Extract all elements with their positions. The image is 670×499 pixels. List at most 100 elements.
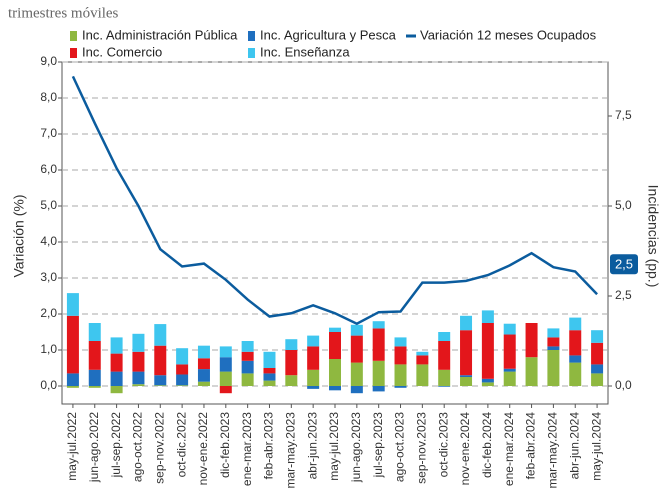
x-tick-label: feb-abr.2023 bbox=[262, 412, 276, 480]
bar bbox=[88, 369, 101, 386]
x-tick-label: abr-jun.2024 bbox=[567, 412, 581, 480]
x-tick-label: ago-oct.2022 bbox=[131, 412, 145, 482]
bar bbox=[569, 362, 582, 386]
y2-axis-title: Incidencias (pp.) bbox=[645, 185, 661, 288]
bar bbox=[569, 355, 582, 363]
legend-label: Inc. Administración Pública bbox=[82, 27, 238, 42]
bar bbox=[372, 321, 385, 329]
legend-swatch bbox=[248, 48, 255, 58]
bar bbox=[438, 369, 451, 386]
bar bbox=[285, 375, 298, 386]
bar bbox=[263, 368, 276, 374]
x-tick-label: jun-ago.2023 bbox=[349, 412, 363, 483]
bar bbox=[132, 351, 145, 372]
legend-swatch bbox=[70, 48, 77, 58]
bar bbox=[66, 373, 79, 386]
bar bbox=[285, 350, 298, 376]
bar bbox=[176, 364, 189, 375]
bar bbox=[503, 371, 516, 386]
bar bbox=[241, 351, 254, 361]
bar bbox=[350, 324, 363, 336]
bar bbox=[481, 310, 494, 323]
bar bbox=[307, 369, 320, 386]
bar bbox=[219, 386, 232, 394]
legend-label: Inc. Comercio bbox=[82, 44, 162, 59]
x-tick-label: nov-ene.2022 bbox=[196, 412, 210, 486]
x-tick-label: oct-dic.2023 bbox=[436, 412, 450, 478]
bar bbox=[263, 373, 276, 381]
bar bbox=[66, 315, 79, 374]
bar bbox=[350, 362, 363, 386]
bar bbox=[66, 386, 79, 388]
legend-label: Inc. Enseñanza bbox=[260, 44, 350, 59]
bar bbox=[176, 348, 189, 365]
x-tick-label: may-jul.2022 bbox=[65, 412, 79, 481]
y-tick-label: 8,0 bbox=[40, 90, 57, 104]
bar bbox=[263, 380, 276, 386]
y-tick-label: 9,0 bbox=[40, 54, 57, 68]
y-tick-label: 4,0 bbox=[40, 234, 57, 248]
bar bbox=[416, 364, 429, 386]
bar bbox=[547, 346, 560, 350]
bar bbox=[241, 360, 254, 374]
x-tick-label: oct-dic.2022 bbox=[174, 412, 188, 478]
bar bbox=[285, 339, 298, 350]
bar bbox=[329, 386, 341, 391]
bar bbox=[88, 386, 101, 388]
x-tick-label: jul-sep.2022 bbox=[109, 412, 123, 479]
bar bbox=[329, 359, 341, 386]
y-tick-label: 3,0 bbox=[40, 270, 57, 284]
y-tick-label: 7,0 bbox=[40, 126, 57, 140]
y2-tick-label: 5,0 bbox=[615, 198, 632, 212]
legend-label: Inc. Agricultura y Pesca bbox=[260, 27, 397, 42]
legend-swatch bbox=[248, 31, 255, 41]
bar bbox=[307, 335, 320, 347]
bar bbox=[329, 332, 341, 359]
y-tick-label: 1,0 bbox=[40, 342, 57, 356]
bar bbox=[154, 324, 167, 346]
line bbox=[71, 75, 598, 326]
x-tick-label: mar-may.2024 bbox=[546, 412, 560, 489]
bar bbox=[591, 373, 604, 386]
bar bbox=[197, 369, 210, 382]
bar bbox=[591, 342, 604, 365]
bar bbox=[460, 315, 473, 331]
bar bbox=[372, 328, 385, 361]
bar bbox=[176, 385, 189, 386]
bar bbox=[154, 375, 167, 386]
bar bbox=[394, 364, 407, 386]
bar bbox=[394, 386, 407, 388]
x-tick-label: may-jul.2024 bbox=[589, 412, 603, 481]
bar bbox=[460, 375, 473, 377]
y2-tick-label: 7,5 bbox=[615, 108, 632, 122]
bar bbox=[219, 346, 232, 358]
bar bbox=[88, 341, 101, 370]
x-tick-label: ene-mar.2023 bbox=[240, 412, 254, 486]
bar bbox=[154, 345, 167, 376]
bar bbox=[503, 323, 516, 335]
bar bbox=[66, 293, 79, 316]
bar bbox=[394, 337, 407, 347]
bar bbox=[547, 337, 560, 347]
y2-tick-label: 0,0 bbox=[615, 378, 632, 392]
bar bbox=[132, 384, 145, 386]
x-tick-label: ago-oct.2023 bbox=[393, 412, 407, 482]
bar bbox=[525, 323, 538, 358]
annotation: 2,5 bbox=[615, 257, 633, 272]
bar bbox=[219, 371, 232, 386]
bar bbox=[110, 371, 123, 386]
x-tick-label: jun-ago.2022 bbox=[87, 412, 101, 483]
bar bbox=[481, 382, 494, 386]
bar bbox=[416, 351, 429, 356]
bar bbox=[241, 341, 254, 352]
x-tick-label: feb-abr.2024 bbox=[524, 412, 538, 480]
bar bbox=[197, 358, 210, 370]
bar bbox=[88, 323, 101, 341]
legend-swatch bbox=[70, 31, 77, 41]
bar bbox=[329, 327, 341, 332]
bar bbox=[416, 355, 429, 365]
bar bbox=[503, 368, 516, 372]
bar bbox=[503, 334, 516, 369]
x-tick-label: jul-sep.2023 bbox=[371, 412, 385, 479]
bar bbox=[438, 386, 451, 387]
